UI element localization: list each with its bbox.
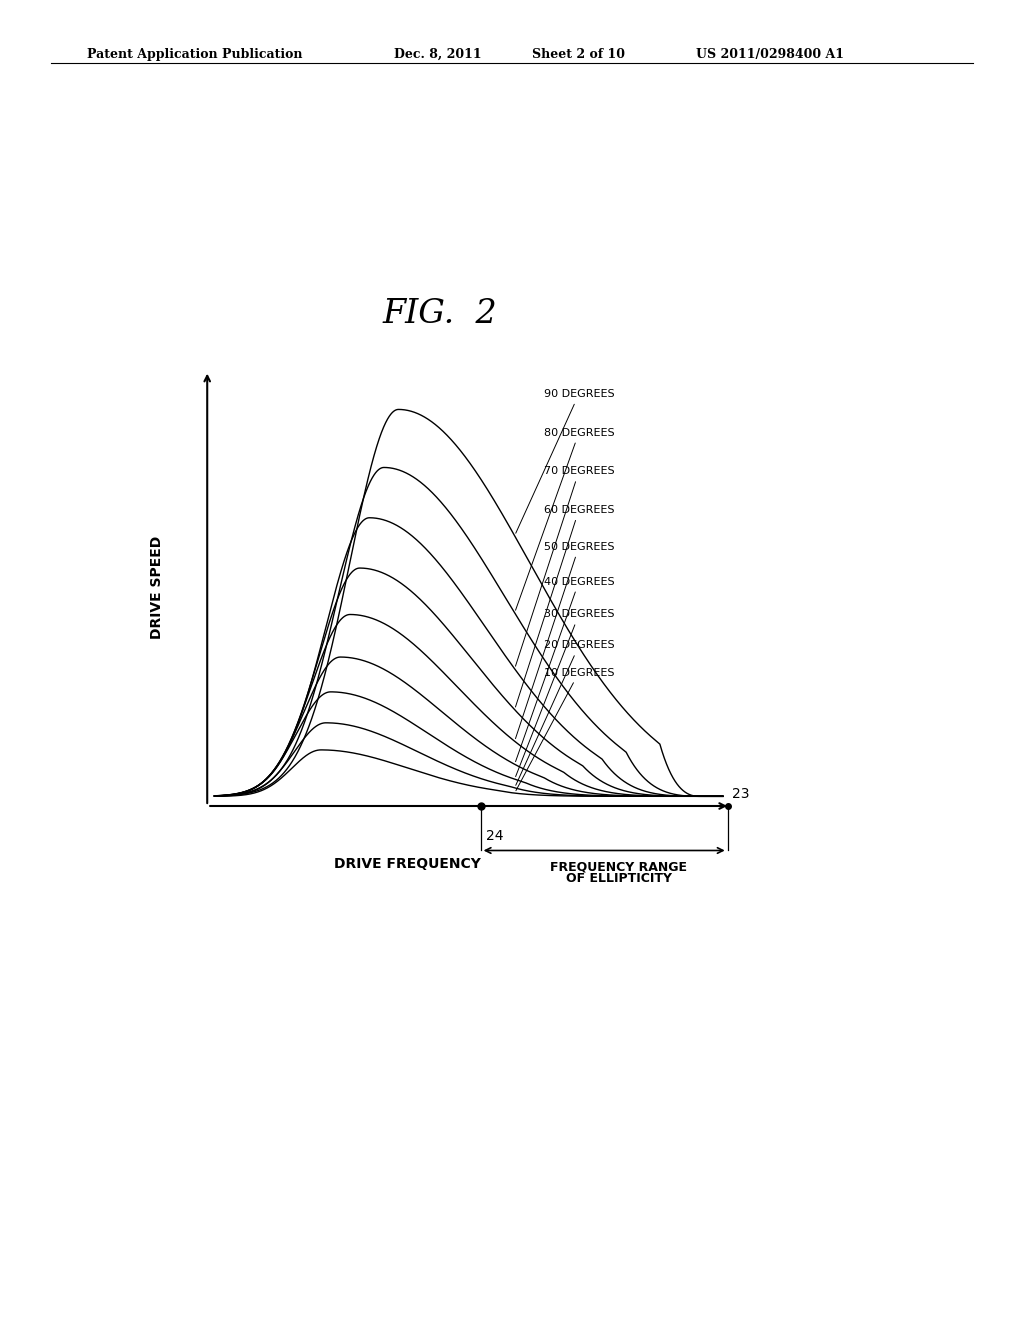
Text: 80 DEGREES: 80 DEGREES — [515, 428, 614, 610]
Text: 30 DEGREES: 30 DEGREES — [516, 610, 614, 776]
Text: Patent Application Publication: Patent Application Publication — [87, 48, 302, 61]
Text: DRIVE SPEED: DRIVE SPEED — [150, 536, 164, 639]
Text: 24: 24 — [485, 829, 503, 843]
Text: FIG.  2: FIG. 2 — [383, 298, 498, 330]
Text: DRIVE FREQUENCY: DRIVE FREQUENCY — [334, 857, 480, 871]
Text: OF ELLIPTICITY: OF ELLIPTICITY — [565, 871, 672, 884]
Text: 40 DEGREES: 40 DEGREES — [515, 577, 614, 762]
Text: 90 DEGREES: 90 DEGREES — [516, 389, 614, 533]
Text: 50 DEGREES: 50 DEGREES — [515, 541, 614, 739]
Text: 70 DEGREES: 70 DEGREES — [515, 466, 614, 667]
Text: 60 DEGREES: 60 DEGREES — [515, 506, 614, 708]
Text: 23: 23 — [732, 788, 750, 801]
Text: Sheet 2 of 10: Sheet 2 of 10 — [532, 48, 626, 61]
Text: FREQUENCY RANGE: FREQUENCY RANGE — [550, 861, 687, 873]
Text: US 2011/0298400 A1: US 2011/0298400 A1 — [696, 48, 845, 61]
Text: Dec. 8, 2011: Dec. 8, 2011 — [394, 48, 482, 61]
Text: 20 DEGREES: 20 DEGREES — [516, 640, 614, 785]
Text: 10 DEGREES: 10 DEGREES — [516, 668, 614, 791]
